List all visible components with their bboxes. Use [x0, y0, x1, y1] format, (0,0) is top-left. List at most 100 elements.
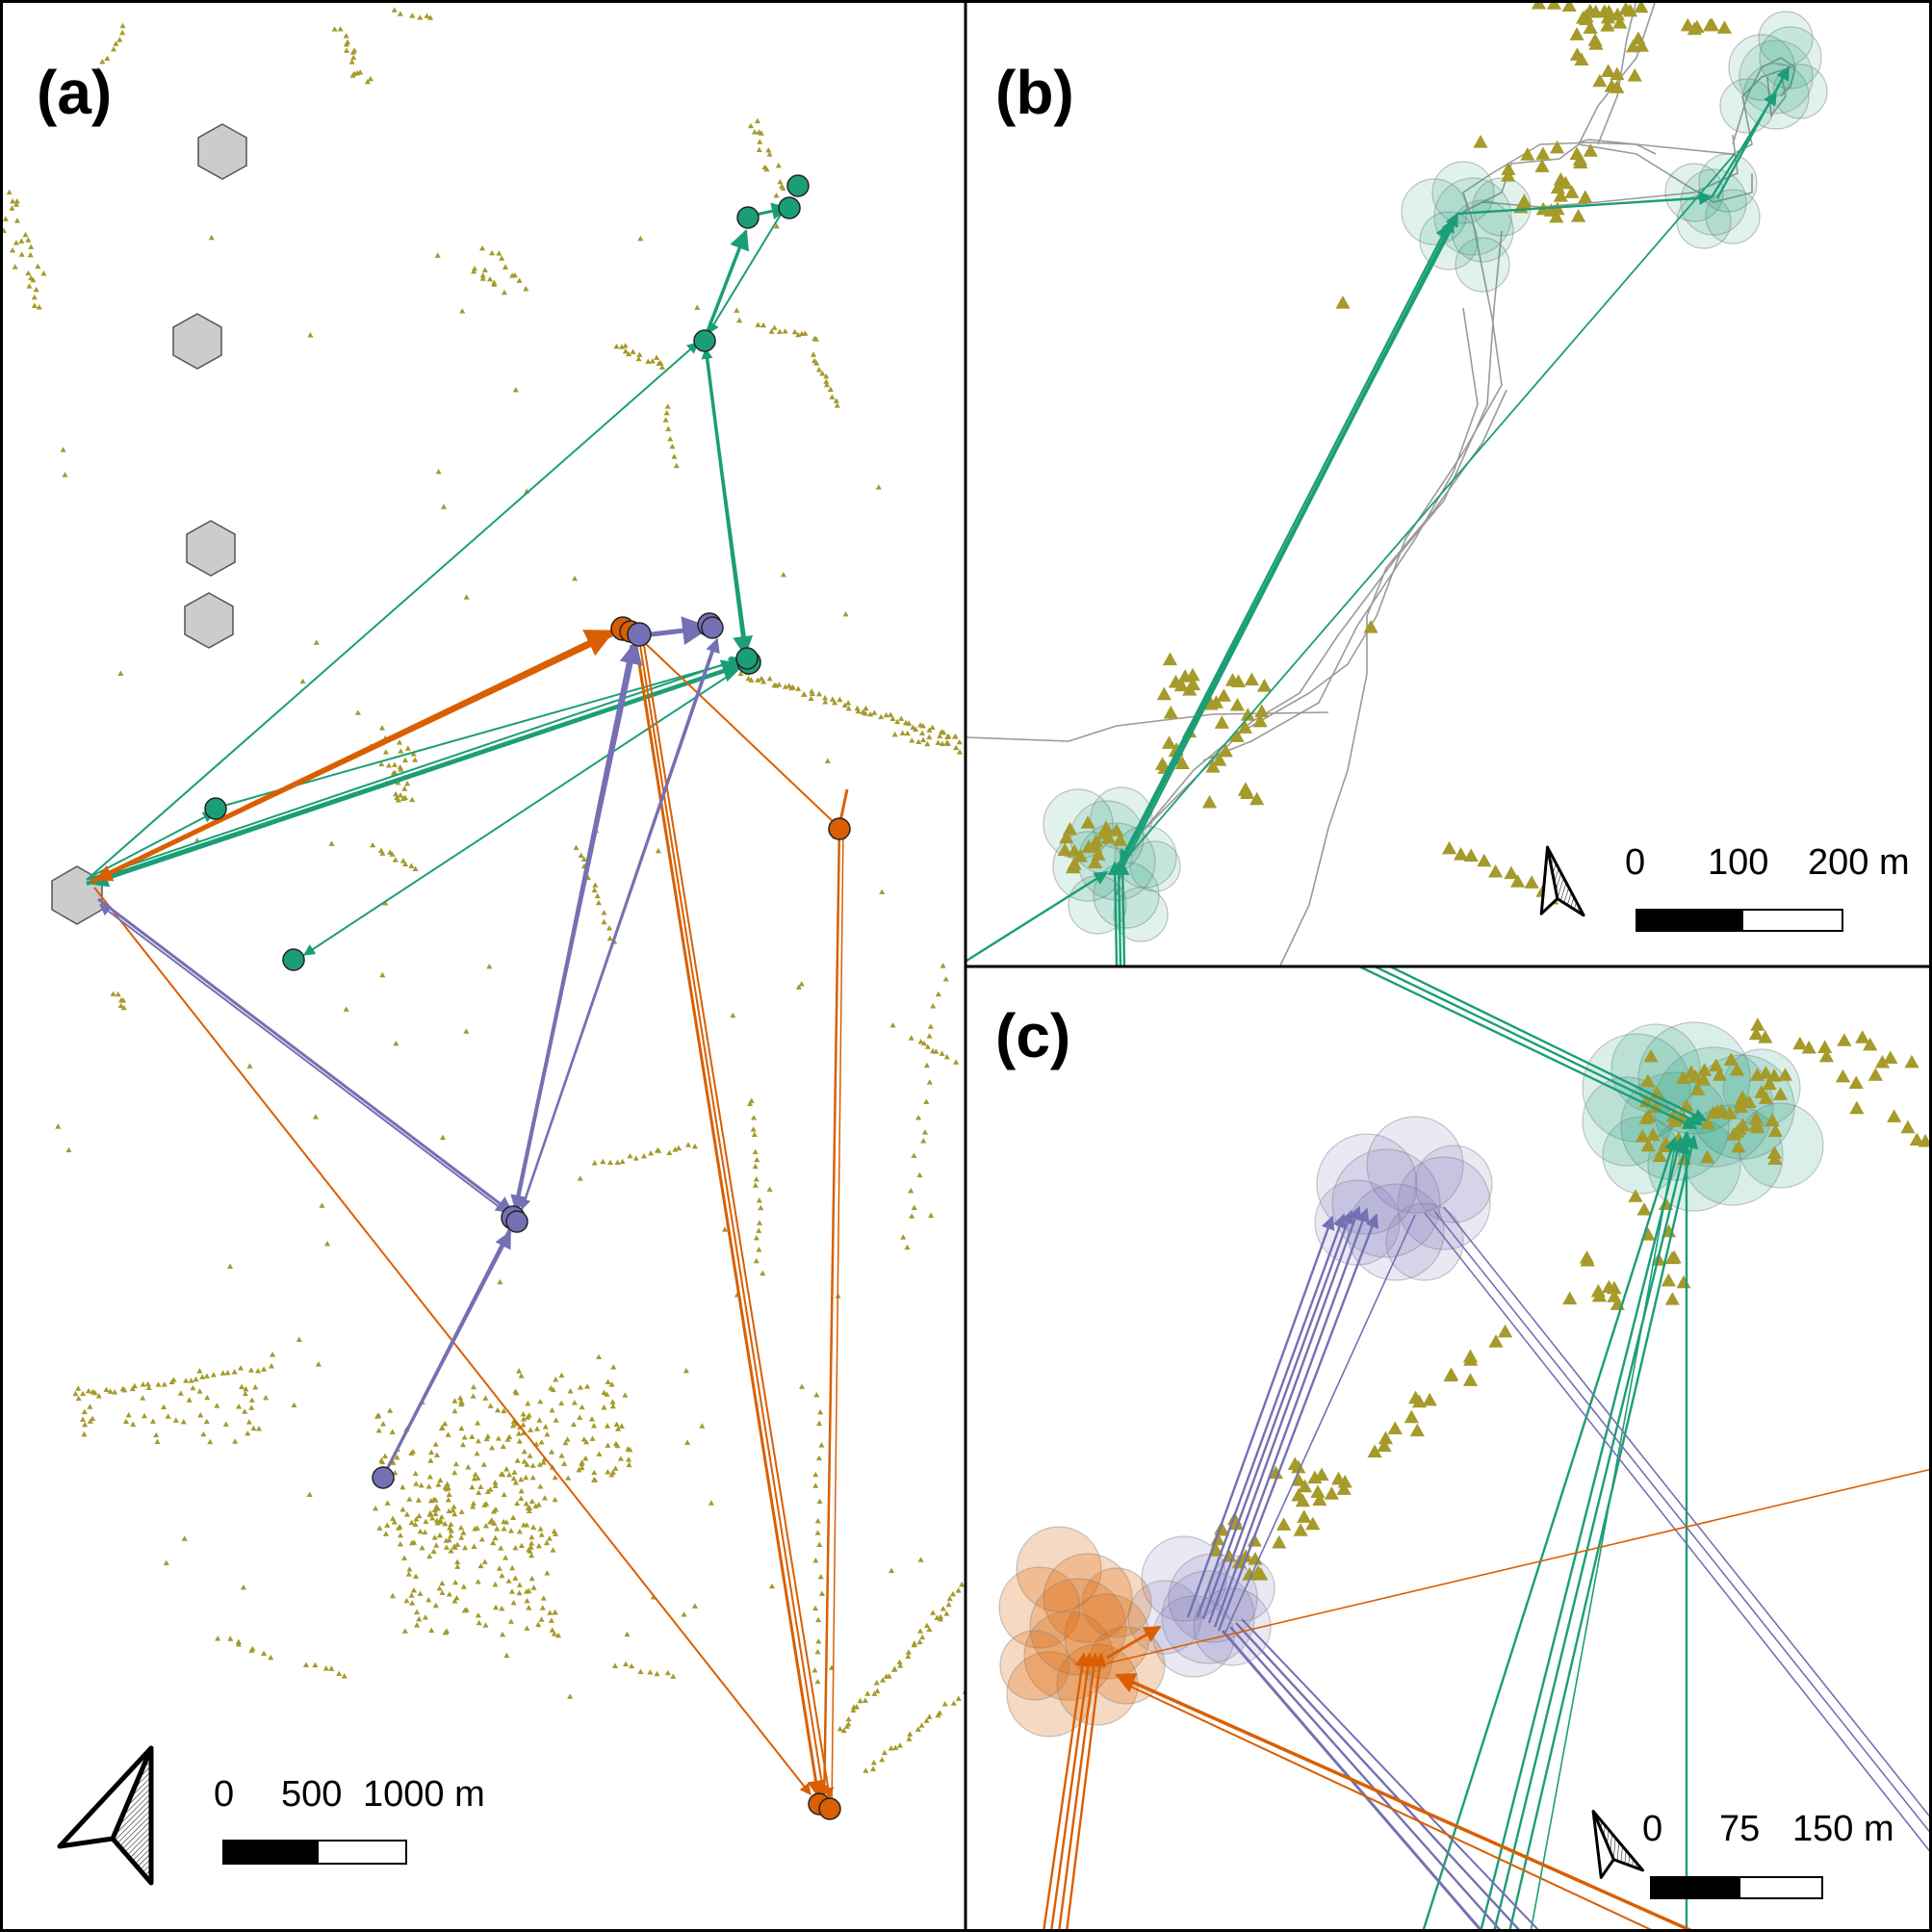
triangle-marker: [481, 1502, 488, 1507]
triangle-marker: [549, 1449, 555, 1455]
triangle-marker: [36, 304, 42, 310]
triangle-marker: [1735, 1090, 1750, 1104]
triangle-marker: [236, 1404, 243, 1409]
triangle-marker: [435, 1481, 442, 1487]
triangle-marker: [1700, 1149, 1715, 1164]
triangle-marker: [909, 737, 915, 743]
triangle-marker: [341, 1673, 348, 1679]
triangle-marker: [412, 1521, 419, 1528]
triangle-marker: [1549, 209, 1564, 223]
triangle-marker: [446, 1591, 452, 1597]
triangle-marker: [496, 250, 502, 256]
triangle-marker: [196, 1388, 203, 1394]
triangle-marker: [606, 925, 613, 931]
triangle-marker: [1387, 1421, 1403, 1435]
panel-a-label: (a): [37, 58, 112, 127]
triangle-marker: [552, 1496, 558, 1503]
triangle-marker: [261, 1650, 268, 1656]
triangle-marker: [814, 1517, 821, 1524]
triangle-marker: [1592, 73, 1608, 88]
triangle-marker: [813, 360, 820, 366]
triangle-marker: [648, 1149, 655, 1156]
triangle-marker: [1904, 1054, 1919, 1069]
triangle-marker: [886, 1673, 892, 1679]
triangle-marker: [510, 1418, 517, 1424]
triangle-marker: [1874, 1054, 1891, 1069]
triangle-marker: [210, 1372, 217, 1378]
triangle-marker: [1792, 1036, 1808, 1050]
triangle-marker: [875, 484, 882, 490]
triangle-marker: [427, 14, 434, 20]
triangle-marker: [437, 1477, 444, 1483]
triangle-marker: [516, 1528, 523, 1534]
triangle-marker: [565, 1475, 572, 1481]
triangle-marker: [1088, 855, 1103, 869]
triangle-marker: [1684, 1065, 1699, 1078]
scale-tick-0: 0: [214, 1774, 234, 1815]
triangle-marker: [399, 1507, 406, 1512]
triangle-marker: [412, 1470, 419, 1477]
triangle-marker: [1729, 1124, 1744, 1139]
triangle-marker: [635, 355, 642, 362]
triangle-marker: [110, 46, 117, 52]
triangle-marker: [916, 1172, 923, 1178]
triangle-marker: [721, 1226, 729, 1232]
triangle-marker: [755, 322, 761, 327]
triangle-marker: [511, 1469, 518, 1475]
triangle-marker: [1604, 78, 1619, 92]
triangle-marker: [499, 1572, 505, 1579]
triangle-marker: [336, 1670, 343, 1677]
triangle-marker: [1762, 1076, 1777, 1091]
triangle-marker: [760, 679, 767, 684]
triangle-marker: [552, 1474, 558, 1481]
triangle-marker: [475, 1475, 481, 1481]
triangle-marker: [930, 1003, 937, 1009]
triangle-marker: [1588, 4, 1604, 18]
triangle-marker: [500, 1443, 506, 1450]
triangle-marker: [384, 1500, 391, 1506]
triangle-marker: [853, 1704, 860, 1710]
triangle-marker: [382, 749, 389, 755]
triangle-marker: [1612, 15, 1628, 29]
triangle-marker: [199, 1374, 206, 1379]
triangle-marker: [1837, 1033, 1852, 1046]
triangle-marker: [186, 1397, 193, 1403]
triangle-marker: [263, 1394, 270, 1401]
triangle-marker: [240, 1584, 246, 1590]
triangle-marker: [943, 1610, 950, 1616]
triangle-marker: [35, 263, 41, 270]
triangle-marker: [486, 275, 494, 282]
triangle-marker: [119, 1385, 126, 1392]
triangle-marker: [736, 317, 743, 323]
triangle-marker: [889, 1022, 896, 1028]
triangle-marker: [460, 1584, 467, 1589]
triangle-marker: [401, 1628, 408, 1634]
triangle-marker: [1305, 1516, 1321, 1531]
triangle-marker: [553, 1377, 559, 1382]
triangle-marker: [600, 1158, 606, 1165]
triangle-marker: [343, 33, 349, 39]
triangle-marker: [647, 1669, 654, 1675]
triangle-marker: [243, 1385, 249, 1392]
triangle-marker: [626, 1456, 632, 1462]
triangle-marker: [863, 1767, 869, 1773]
triangle-marker: [227, 1636, 234, 1641]
triangle-marker: [492, 1482, 499, 1488]
triangle-marker: [373, 1505, 379, 1511]
triangle-marker: [255, 1368, 262, 1374]
triangle-marker: [417, 1528, 424, 1534]
triangle-marker: [626, 1461, 632, 1468]
triangle-marker: [908, 1035, 914, 1041]
hexagon-marker: [172, 313, 222, 370]
triangle-marker: [1501, 168, 1516, 182]
triangle-marker: [354, 69, 361, 76]
triangle-marker: [444, 1481, 451, 1487]
triangle-marker: [381, 1453, 389, 1459]
triangle-marker: [129, 1385, 136, 1392]
triangle-marker: [379, 971, 386, 978]
triangle-marker: [808, 695, 814, 702]
triangle-marker: [766, 675, 773, 682]
triangle-marker: [800, 691, 808, 697]
triangle-marker: [777, 178, 784, 185]
triangle-marker: [530, 1524, 537, 1530]
